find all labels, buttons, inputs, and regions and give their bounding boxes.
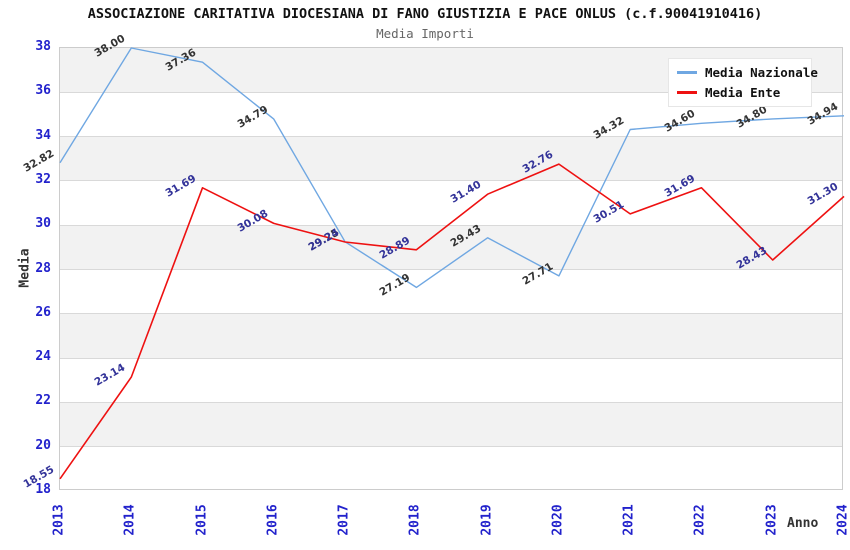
gridline <box>60 313 842 315</box>
y-tick-label: 26 <box>35 304 51 320</box>
y-tick-label: 20 <box>35 437 51 453</box>
legend: Media Nazionale Media Ente <box>668 58 818 107</box>
legend-item-media-nazionale: Media Nazionale <box>677 65 818 80</box>
series-line-media-nazionale <box>59 47 845 289</box>
gridline <box>60 136 842 138</box>
x-tick-label: 2023 <box>764 504 780 536</box>
x-axis-title: Anno <box>787 516 819 531</box>
background-band <box>60 313 842 359</box>
y-tick-label: 18 <box>35 482 51 497</box>
x-tick-label: 2015 <box>194 504 210 536</box>
x-tick-label: 2019 <box>479 504 495 536</box>
y-tick-label: 24 <box>35 349 51 365</box>
gridline <box>60 401 842 403</box>
gridline <box>60 269 842 270</box>
background-band <box>60 225 842 270</box>
x-tick-label: 2020 <box>550 504 566 536</box>
y-tick-label: 32 <box>35 171 51 187</box>
y-tick-label: 30 <box>35 216 51 232</box>
gridline <box>60 357 842 359</box>
background-band <box>60 402 842 447</box>
gridline <box>60 446 842 448</box>
y-tick-label: 22 <box>35 393 51 409</box>
chart-title: ASSOCIAZIONE CARITATIVA DIOCESIANA DI FA… <box>87 6 763 22</box>
legend-label: Media Ente <box>705 85 781 100</box>
x-tick-label: 2016 <box>265 504 281 536</box>
legend-line-swatch <box>677 71 697 74</box>
x-tick-label: 2014 <box>122 504 138 536</box>
gridline <box>60 91 842 93</box>
x-tick-label: 2013 <box>51 504 67 536</box>
y-tick-label: 38 <box>35 39 51 54</box>
x-tick-label: 2021 <box>621 504 637 536</box>
legend-label: Media Nazionale <box>705 65 818 80</box>
legend-line-swatch <box>677 91 697 94</box>
x-tick-label: 2018 <box>407 504 423 536</box>
background-band <box>60 136 842 181</box>
gridline <box>60 180 842 182</box>
series-line-media-ente <box>59 163 845 480</box>
x-tick-label: 2024 <box>835 504 850 536</box>
plot-area <box>59 47 845 490</box>
y-tick-label: 36 <box>35 83 51 99</box>
y-axis-title: Media <box>17 248 33 288</box>
x-tick-label: 2017 <box>336 504 352 536</box>
gridline <box>60 224 842 226</box>
y-tick-label: 34 <box>35 127 51 143</box>
y-tick-label: 28 <box>35 260 51 276</box>
data-point-label: 32.82 <box>21 147 56 175</box>
plot-lines <box>59 47 845 480</box>
chart-subtitle: Media Importi <box>376 26 474 41</box>
legend-item-media-ente: Media Ente <box>677 85 803 100</box>
x-tick-label: 2022 <box>692 504 708 536</box>
